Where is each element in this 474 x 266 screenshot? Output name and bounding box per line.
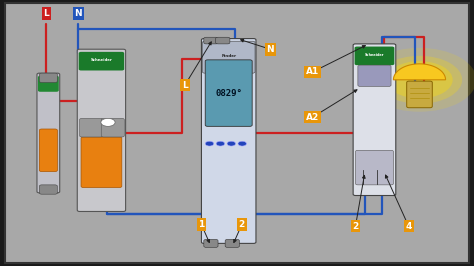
- Text: 2: 2: [238, 220, 245, 229]
- Circle shape: [101, 118, 115, 126]
- FancyBboxPatch shape: [79, 52, 124, 70]
- FancyBboxPatch shape: [205, 60, 252, 126]
- Text: L: L: [182, 81, 188, 90]
- FancyBboxPatch shape: [202, 41, 255, 73]
- FancyBboxPatch shape: [39, 129, 57, 172]
- FancyBboxPatch shape: [81, 137, 122, 188]
- Text: Schneider: Schneider: [91, 58, 112, 62]
- Text: 0829°: 0829°: [215, 89, 242, 98]
- Circle shape: [363, 48, 474, 112]
- FancyBboxPatch shape: [353, 44, 396, 196]
- Text: A1: A1: [306, 67, 319, 76]
- FancyBboxPatch shape: [358, 65, 391, 86]
- Circle shape: [386, 61, 453, 98]
- FancyBboxPatch shape: [39, 73, 57, 82]
- Text: A2: A2: [306, 113, 319, 122]
- FancyBboxPatch shape: [37, 73, 60, 193]
- FancyBboxPatch shape: [407, 81, 432, 108]
- FancyBboxPatch shape: [204, 239, 218, 247]
- Circle shape: [238, 141, 246, 146]
- Text: 4: 4: [405, 222, 412, 231]
- FancyBboxPatch shape: [39, 185, 57, 194]
- Text: N: N: [266, 45, 274, 54]
- FancyBboxPatch shape: [356, 150, 393, 185]
- Text: N: N: [74, 9, 82, 18]
- Text: Finder: Finder: [221, 54, 236, 58]
- Text: Schneider: Schneider: [365, 52, 384, 57]
- FancyBboxPatch shape: [201, 39, 256, 243]
- FancyBboxPatch shape: [77, 49, 126, 211]
- FancyBboxPatch shape: [355, 47, 394, 65]
- FancyBboxPatch shape: [216, 37, 230, 44]
- FancyBboxPatch shape: [225, 239, 239, 247]
- Circle shape: [227, 141, 236, 146]
- FancyBboxPatch shape: [80, 118, 103, 137]
- FancyBboxPatch shape: [38, 76, 59, 92]
- FancyBboxPatch shape: [204, 37, 218, 44]
- Text: 1: 1: [198, 220, 205, 229]
- Circle shape: [205, 141, 214, 146]
- Circle shape: [216, 141, 225, 146]
- FancyBboxPatch shape: [101, 118, 124, 137]
- Circle shape: [377, 56, 462, 104]
- FancyBboxPatch shape: [5, 3, 469, 263]
- Polygon shape: [393, 64, 446, 80]
- Text: L: L: [44, 9, 49, 18]
- Text: 2: 2: [352, 222, 359, 231]
